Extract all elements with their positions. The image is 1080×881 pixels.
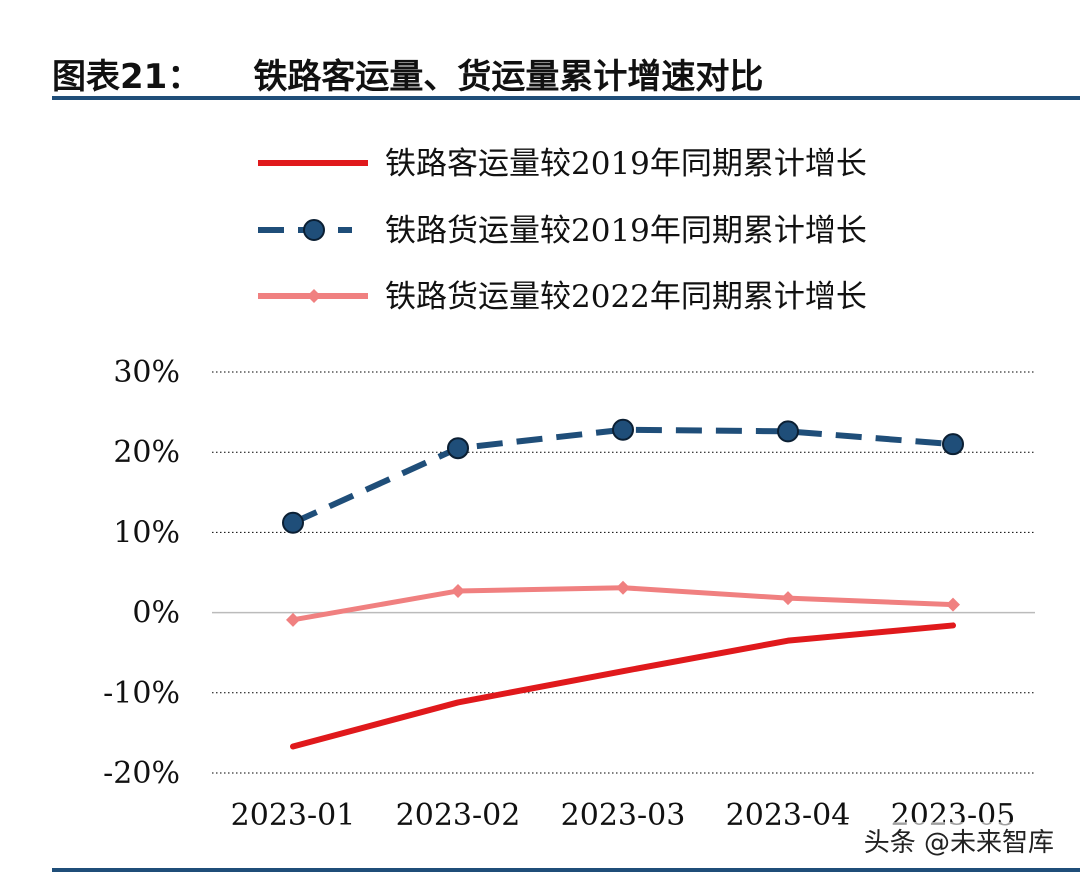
data-point-freight-2022 [616,580,630,595]
chart-title: 铁路客运量、货运量累计增速对比 [253,56,764,97]
legend-label-1: 铁路客运量较2019年同期累计增长 [385,146,867,182]
x-tick-label: 2023-01 [231,798,356,833]
watermark: 头条 @未来智库 [859,822,1058,859]
data-point-freight-2019 [612,418,634,441]
y-tick-label: 30% [113,355,180,390]
x-tick-label: 2023-03 [561,798,686,833]
figure-label: 图表21： [52,56,202,97]
data-point-freight-2022 [451,583,465,598]
footer-rule [52,868,1080,872]
series-line-2 [291,426,954,526]
data-point-freight-2019 [942,433,964,456]
x-tick-label: 2023-02 [396,798,521,833]
x-tick-label: 2023-04 [726,798,851,833]
data-point-freight-2022 [781,591,795,606]
y-tick-label: -10% [103,676,180,711]
figure-header: 图表21： 铁路客运量、货运量累计增速对比 [52,48,763,98]
y-tick-label: 10% [113,515,180,550]
data-point-freight-2022 [286,612,300,627]
legend-label-2: 铁路货运量较2019年同期累计增长 [385,213,867,249]
y-tick-label: 0% [132,596,180,631]
header-rule [52,96,1080,100]
legend-marker-diamond [307,289,321,303]
series-line-1 [290,622,956,750]
data-point-freight-2019 [447,437,469,460]
y-tick-label: -20% [103,756,180,791]
data-point-freight-2019 [282,511,304,534]
legend-marker-circle [303,219,325,241]
data-point-freight-2019 [777,420,799,443]
y-tick-label: 20% [113,435,180,470]
data-point-freight-2022 [946,597,960,612]
legend-label-3: 铁路货运量较2022年同期累计增长 [385,279,867,315]
